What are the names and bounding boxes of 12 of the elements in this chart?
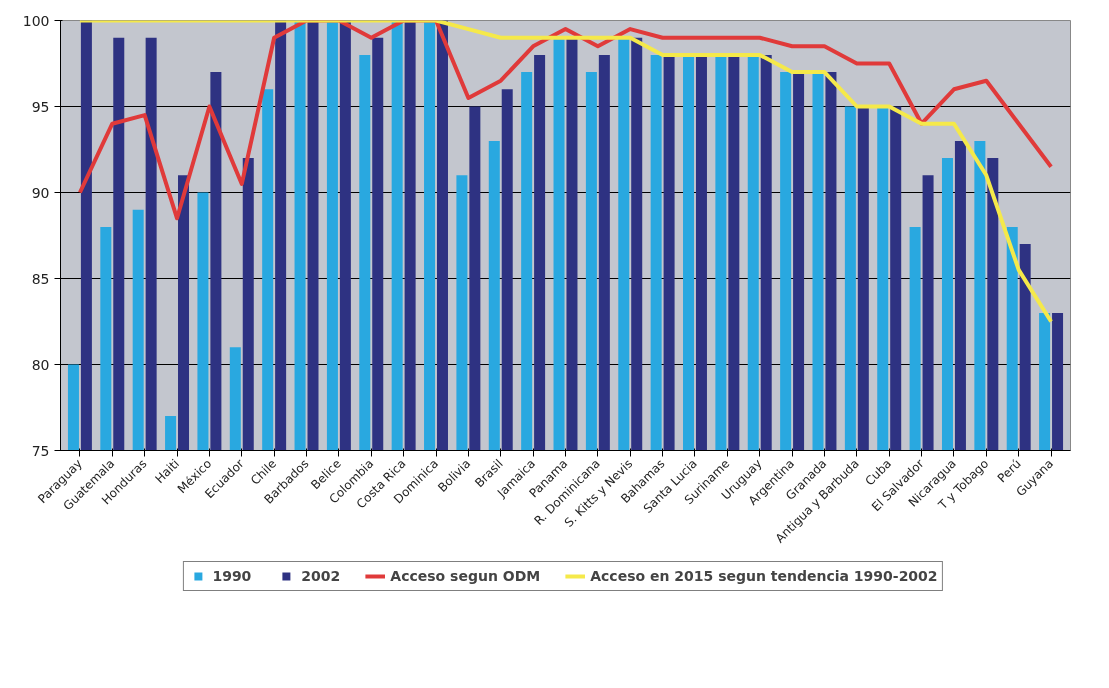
line-series (77, 20, 1054, 221)
y-tick-label: 85 (31, 270, 50, 287)
y-tick-label: 100 (22, 12, 50, 29)
legend-label: Acceso en 2015 segun tendencia 1990-2002 (590, 568, 938, 584)
line-series (77, 20, 1054, 324)
legend-label: Acceso segun ODM (390, 568, 541, 584)
y-tick-label: 80 (31, 356, 50, 373)
y-tick-label: 90 (31, 184, 50, 201)
legend-label: 1990 (212, 568, 252, 584)
y-tick-label: 75 (31, 442, 50, 459)
y-tick-label: 95 (31, 98, 50, 115)
legend-label: 2002 (301, 568, 341, 584)
